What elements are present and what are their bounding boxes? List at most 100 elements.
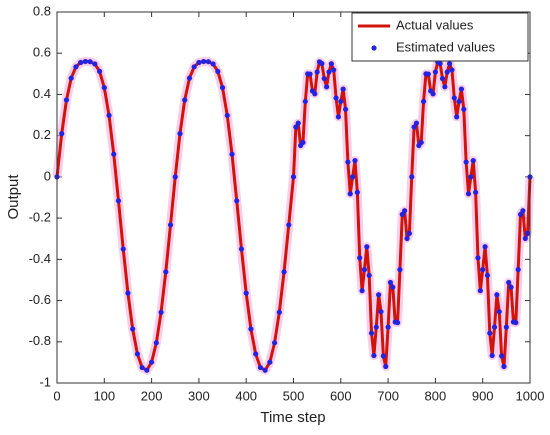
dot: [499, 353, 505, 359]
dot: [380, 353, 386, 359]
dot: [321, 75, 327, 82]
dot: [340, 86, 346, 92]
dot: [444, 69, 450, 75]
dot: [201, 58, 207, 65]
dot: [513, 320, 519, 326]
dot: [96, 68, 103, 74]
dot: [359, 288, 365, 294]
dot: [331, 67, 337, 73]
dot: [101, 85, 107, 91]
dot: [418, 139, 424, 146]
dot: [409, 174, 415, 180]
dot: [442, 84, 448, 90]
dot: [73, 64, 79, 70]
dot: [503, 324, 509, 330]
dot: [78, 59, 84, 66]
dot: [196, 59, 202, 66]
dot: [314, 69, 320, 75]
dot: [324, 84, 330, 90]
dot: [163, 269, 169, 275]
dot: [158, 309, 164, 315]
dot: [411, 124, 417, 130]
dot: [319, 60, 325, 67]
y-tick-label: 0: [44, 168, 51, 183]
legend-label: Estimated values: [396, 39, 495, 54]
dot: [267, 359, 273, 365]
dot: [387, 279, 394, 286]
dot: [354, 189, 360, 195]
dot: [357, 255, 363, 261]
dot: [191, 64, 197, 70]
dot: [139, 364, 145, 371]
dot: [390, 284, 396, 290]
dot: [394, 320, 401, 326]
dot: [307, 71, 313, 77]
dot: [229, 151, 235, 157]
dot: [468, 174, 474, 180]
dot: [361, 267, 368, 273]
dot: [399, 211, 405, 218]
x-axis-label: Time step: [260, 409, 325, 426]
dot: [425, 71, 431, 77]
dot: [484, 272, 491, 279]
dot: [92, 61, 98, 67]
dot: [345, 159, 351, 165]
dot: [480, 267, 486, 273]
dot: [144, 367, 150, 373]
x-tick-label: 100: [93, 388, 115, 403]
dot: [449, 67, 455, 73]
x-tick-label: 1000: [516, 388, 545, 403]
dot: [491, 324, 498, 330]
dot: [286, 222, 292, 228]
dot: [451, 95, 457, 101]
dot: [312, 91, 318, 97]
dot: [182, 97, 188, 103]
dot: [134, 351, 141, 357]
dot: [342, 106, 349, 112]
dot: [461, 106, 467, 112]
dot: [352, 158, 358, 164]
y-tick-label: -0.2: [29, 210, 51, 225]
dot: [371, 352, 377, 359]
dot: [120, 246, 126, 252]
dot: [125, 290, 131, 296]
dot: [243, 290, 249, 296]
dot: [290, 174, 297, 180]
dot: [215, 68, 221, 74]
dot: [302, 98, 308, 105]
x-tick-label: 800: [425, 388, 447, 403]
dot: [439, 75, 446, 82]
dot: [463, 159, 469, 165]
dot: [522, 235, 528, 242]
x-tick-label: 400: [235, 388, 257, 403]
dot: [130, 326, 136, 332]
x-tick-label: 700: [377, 388, 399, 403]
dot: [373, 324, 379, 330]
dot: [501, 363, 507, 370]
dot: [446, 61, 453, 67]
dot: [111, 151, 117, 157]
dot: [368, 330, 375, 336]
dot: [234, 198, 240, 204]
dot: [328, 61, 334, 67]
dot: [404, 235, 410, 242]
x-tick-label: 200: [141, 388, 163, 403]
dot: [508, 284, 514, 290]
dot: [87, 59, 93, 65]
dot: [333, 95, 339, 101]
dot: [420, 98, 427, 105]
y-tick-label: 0.2: [33, 127, 51, 142]
y-tick-label: -1: [39, 374, 51, 389]
y-tick-label: 0.8: [33, 3, 51, 18]
dot: [253, 351, 259, 357]
dot: [482, 244, 488, 250]
dot: [477, 288, 483, 294]
dot: [487, 330, 493, 336]
dot: [520, 208, 526, 214]
dot: [59, 131, 65, 137]
dot: [350, 174, 356, 180]
dot: [506, 279, 512, 286]
dot: [210, 61, 216, 67]
